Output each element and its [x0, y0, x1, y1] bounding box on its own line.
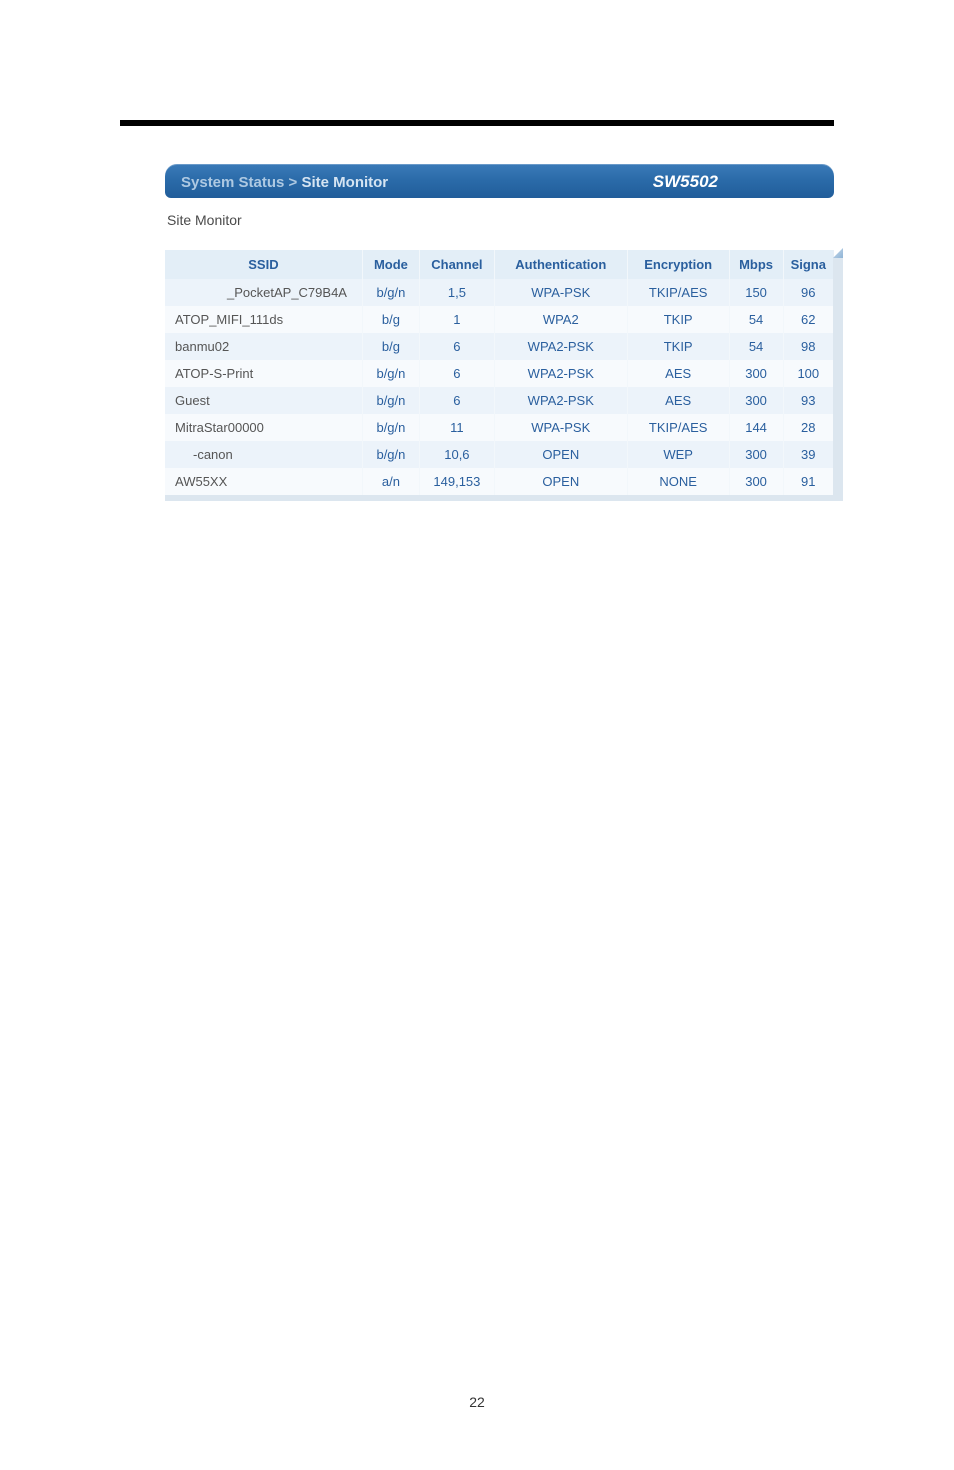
cell-ssid: AW55XX: [165, 468, 362, 495]
table-row[interactable]: ATOP_MIFI_111ds b/g 1 WPA2 TKIP 54 62: [165, 306, 833, 333]
cell-mbps: 300: [729, 441, 783, 468]
cell-channel: 11: [420, 414, 495, 441]
table-bottom-shadow: [165, 495, 843, 501]
cell-auth: OPEN: [494, 441, 627, 468]
col-header-ssid[interactable]: SSID: [165, 250, 362, 279]
cell-signal: 62: [783, 306, 833, 333]
cell-channel: 6: [420, 387, 495, 414]
scroll-corner-icon: [833, 248, 843, 258]
cell-mode: b/g: [362, 306, 419, 333]
cell-channel: 149,153: [420, 468, 495, 495]
device-model: SW5502: [653, 172, 818, 192]
table-body: _PocketAP_C79B4A b/g/n 1,5 WPA-PSK TKIP/…: [165, 279, 833, 495]
col-header-mode[interactable]: Mode: [362, 250, 419, 279]
table-row[interactable]: AW55XX a/n 149,153 OPEN NONE 300 91: [165, 468, 833, 495]
cell-mode: b/g/n: [362, 441, 419, 468]
cell-enc: TKIP: [627, 306, 729, 333]
cell-mbps: 300: [729, 360, 783, 387]
col-header-signal[interactable]: Signa: [783, 250, 833, 279]
content-area: System Status > Site Monitor SW5502 Site…: [165, 164, 834, 496]
cell-auth: WPA2-PSK: [494, 387, 627, 414]
cell-enc: NONE: [627, 468, 729, 495]
section-heading: Site Monitor: [167, 212, 834, 228]
col-header-auth[interactable]: Authentication: [494, 250, 627, 279]
cell-mbps: 144: [729, 414, 783, 441]
cell-signal: 28: [783, 414, 833, 441]
page-top-rule: [120, 120, 834, 126]
cell-auth: WPA2-PSK: [494, 333, 627, 360]
cell-enc: TKIP/AES: [627, 279, 729, 306]
breadcrumb-current: Site Monitor: [301, 174, 388, 191]
table-header-row: SSID Mode Channel Authentication Encrypt…: [165, 250, 833, 279]
breadcrumb-prefix: System Status: [181, 174, 284, 191]
breadcrumb: System Status > Site Monitor: [181, 174, 388, 191]
site-monitor-table-wrap: SSID Mode Channel Authentication Encrypt…: [165, 250, 834, 496]
cell-ssid: banmu02: [165, 333, 362, 360]
site-monitor-table: SSID Mode Channel Authentication Encrypt…: [165, 250, 833, 495]
cell-signal: 100: [783, 360, 833, 387]
table-row[interactable]: ATOP-S-Print b/g/n 6 WPA2-PSK AES 300 10…: [165, 360, 833, 387]
table-row[interactable]: Guest b/g/n 6 WPA2-PSK AES 300 93: [165, 387, 833, 414]
cell-mode: b/g/n: [362, 279, 419, 306]
cell-enc: AES: [627, 360, 729, 387]
col-header-enc[interactable]: Encryption: [627, 250, 729, 279]
cell-mode: b/g/n: [362, 387, 419, 414]
col-header-mbps[interactable]: Mbps: [729, 250, 783, 279]
page-number: 22: [0, 1394, 954, 1410]
cell-ssid: MitraStar00000: [165, 414, 362, 441]
cell-mbps: 54: [729, 333, 783, 360]
cell-mbps: 300: [729, 387, 783, 414]
title-bar: System Status > Site Monitor SW5502: [165, 164, 834, 198]
cell-channel: 1,5: [420, 279, 495, 306]
cell-mode: a/n: [362, 468, 419, 495]
table-row[interactable]: banmu02 b/g 6 WPA2-PSK TKIP 54 98: [165, 333, 833, 360]
cell-ssid: _PocketAP_C79B4A: [165, 279, 362, 306]
cell-channel: 6: [420, 360, 495, 387]
cell-ssid: -canon: [165, 441, 362, 468]
cell-ssid: ATOP-S-Print: [165, 360, 362, 387]
cell-auth: WPA2: [494, 306, 627, 333]
cell-ssid: Guest: [165, 387, 362, 414]
cell-auth: WPA-PSK: [494, 279, 627, 306]
cell-auth: WPA-PSK: [494, 414, 627, 441]
cell-channel: 1: [420, 306, 495, 333]
table-row[interactable]: -canon b/g/n 10,6 OPEN WEP 300 39: [165, 441, 833, 468]
cell-mbps: 150: [729, 279, 783, 306]
cell-auth: OPEN: [494, 468, 627, 495]
col-header-channel[interactable]: Channel: [420, 250, 495, 279]
cell-signal: 98: [783, 333, 833, 360]
cell-enc: TKIP: [627, 333, 729, 360]
cell-enc: AES: [627, 387, 729, 414]
breadcrumb-sep: >: [284, 174, 301, 191]
cell-signal: 96: [783, 279, 833, 306]
cell-enc: TKIP/AES: [627, 414, 729, 441]
cell-mbps: 54: [729, 306, 783, 333]
table-row[interactable]: _PocketAP_C79B4A b/g/n 1,5 WPA-PSK TKIP/…: [165, 279, 833, 306]
cell-ssid: ATOP_MIFI_111ds: [165, 306, 362, 333]
cell-signal: 93: [783, 387, 833, 414]
cell-signal: 91: [783, 468, 833, 495]
cell-auth: WPA2-PSK: [494, 360, 627, 387]
cell-mbps: 300: [729, 468, 783, 495]
cell-mode: b/g: [362, 333, 419, 360]
cell-mode: b/g/n: [362, 414, 419, 441]
cell-channel: 10,6: [420, 441, 495, 468]
cell-channel: 6: [420, 333, 495, 360]
table-row[interactable]: MitraStar00000 b/g/n 11 WPA-PSK TKIP/AES…: [165, 414, 833, 441]
cell-enc: WEP: [627, 441, 729, 468]
table-right-shadow: [833, 258, 843, 501]
cell-mode: b/g/n: [362, 360, 419, 387]
cell-signal: 39: [783, 441, 833, 468]
